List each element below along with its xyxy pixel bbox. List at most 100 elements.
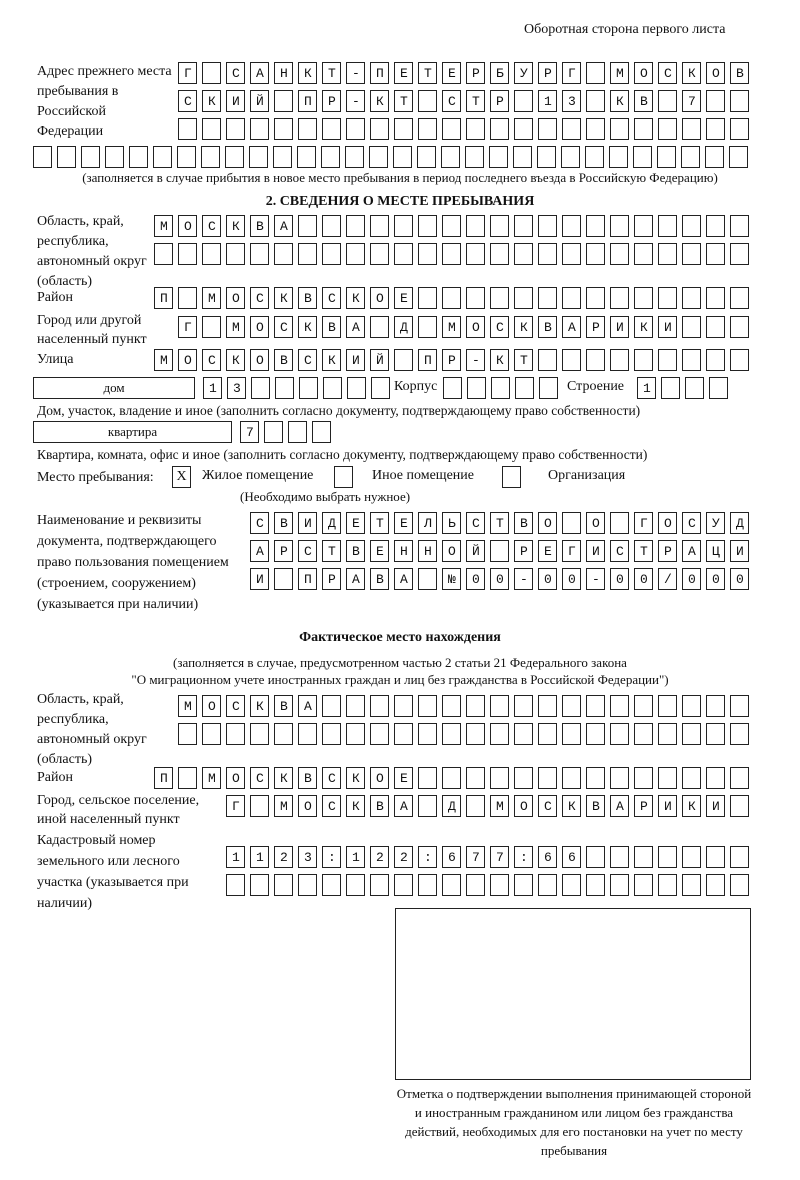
char-cell[interactable] (561, 146, 580, 168)
char-cell[interactable] (298, 512, 317, 534)
char-cell[interactable] (490, 795, 509, 817)
char-cell[interactable] (538, 723, 557, 745)
char-cell[interactable] (178, 349, 197, 371)
char-cell[interactable] (57, 146, 76, 168)
char-cell[interactable] (250, 118, 269, 140)
char-cell[interactable] (442, 349, 461, 371)
char-cell[interactable] (490, 62, 509, 84)
char-cell[interactable] (466, 512, 485, 534)
char-cell[interactable] (394, 846, 413, 868)
char-cell[interactable] (682, 118, 701, 140)
region-row-2[interactable] (154, 243, 754, 266)
char-cell[interactable] (298, 795, 317, 817)
char-cell[interactable] (682, 215, 701, 237)
char-cell[interactable] (514, 243, 533, 265)
char-cell[interactable] (418, 568, 437, 590)
char-cell[interactable] (370, 118, 389, 140)
char-cell[interactable] (154, 349, 173, 371)
char-cell[interactable] (250, 512, 269, 534)
char-cell[interactable] (682, 695, 701, 717)
char-cell[interactable] (394, 795, 413, 817)
char-cell[interactable] (226, 723, 245, 745)
char-cell[interactable] (346, 118, 365, 140)
char-cell[interactable] (586, 795, 605, 817)
char-cell[interactable] (539, 377, 558, 399)
char-cell[interactable] (490, 874, 509, 896)
cadastre-row-1[interactable]: 1123:122:677:66 (226, 846, 754, 869)
char-cell[interactable] (682, 767, 701, 789)
char-cell[interactable] (658, 62, 677, 84)
char-cell[interactable] (178, 316, 197, 338)
char-cell[interactable] (562, 316, 581, 338)
char-cell[interactable] (274, 287, 293, 309)
char-cell[interactable] (226, 90, 245, 112)
char-cell[interactable] (129, 146, 148, 168)
char-cell[interactable] (682, 512, 701, 534)
char-cell[interactable] (729, 146, 748, 168)
char-cell[interactable] (274, 512, 293, 534)
char-cell[interactable] (490, 568, 509, 590)
char-cell[interactable] (346, 316, 365, 338)
char-cell[interactable] (706, 795, 725, 817)
char-cell[interactable] (297, 146, 316, 168)
char-cell[interactable] (370, 767, 389, 789)
char-cell[interactable] (682, 287, 701, 309)
char-cell[interactable] (562, 846, 581, 868)
char-cell[interactable] (562, 349, 581, 371)
char-cell[interactable] (634, 874, 653, 896)
char-cell[interactable] (418, 287, 437, 309)
char-cell[interactable] (634, 118, 653, 140)
char-cell[interactable] (418, 512, 437, 534)
char-cell[interactable] (538, 243, 557, 265)
organization-checkbox[interactable] (502, 466, 521, 488)
char-cell[interactable] (346, 215, 365, 237)
char-cell[interactable] (226, 316, 245, 338)
char-cell[interactable] (418, 695, 437, 717)
char-cell[interactable] (466, 540, 485, 562)
char-cell[interactable] (610, 568, 629, 590)
char-cell[interactable] (370, 90, 389, 112)
char-cell[interactable] (274, 540, 293, 562)
char-cell[interactable] (178, 243, 197, 265)
char-cell[interactable] (226, 243, 245, 265)
char-cell[interactable] (706, 243, 725, 265)
char-cell[interactable] (610, 316, 629, 338)
char-cell[interactable] (634, 215, 653, 237)
prev-address-row-4[interactable] (33, 146, 753, 169)
char-cell[interactable] (442, 215, 461, 237)
char-cell[interactable] (298, 723, 317, 745)
char-cell[interactable] (442, 512, 461, 534)
char-cell[interactable] (202, 118, 221, 140)
char-cell[interactable] (586, 215, 605, 237)
actual-region-row-2[interactable] (178, 723, 754, 746)
char-cell[interactable] (681, 146, 700, 168)
char-cell[interactable] (322, 349, 341, 371)
char-cell[interactable] (634, 316, 653, 338)
char-cell[interactable] (658, 846, 677, 868)
char-cell[interactable] (562, 767, 581, 789)
char-cell[interactable] (730, 767, 749, 789)
char-cell[interactable] (682, 62, 701, 84)
char-cell[interactable] (442, 243, 461, 265)
char-cell[interactable] (322, 512, 341, 534)
char-cell[interactable] (730, 90, 749, 112)
char-cell[interactable] (730, 874, 749, 896)
char-cell[interactable] (322, 118, 341, 140)
char-cell[interactable] (466, 767, 485, 789)
char-cell[interactable] (298, 90, 317, 112)
char-cell[interactable] (562, 215, 581, 237)
char-cell[interactable] (514, 874, 533, 896)
char-cell[interactable] (610, 846, 629, 868)
char-cell[interactable] (586, 118, 605, 140)
char-cell[interactable] (346, 62, 365, 84)
char-cell[interactable] (514, 118, 533, 140)
char-cell[interactable] (709, 377, 728, 399)
char-cell[interactable] (346, 767, 365, 789)
char-cell[interactable] (202, 349, 221, 371)
house-number-row[interactable]: 13 (203, 377, 395, 400)
actual-district-row[interactable]: П МОСКВСКОЕ (154, 767, 754, 790)
char-cell[interactable] (466, 316, 485, 338)
char-cell[interactable] (562, 118, 581, 140)
char-cell[interactable] (466, 243, 485, 265)
char-cell[interactable] (657, 146, 676, 168)
